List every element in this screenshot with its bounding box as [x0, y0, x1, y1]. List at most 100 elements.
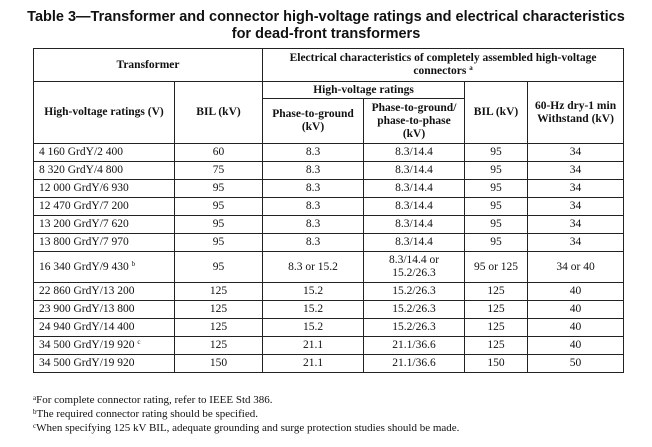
cell-hv-rating: 4 160 GrdY/2 400 — [33, 143, 175, 162]
cell-hv-rating: 24 940 GrdY/14 400 — [33, 318, 175, 337]
cell-phase-to-phase: 8.3/14.4 — [363, 143, 466, 162]
cell-hv-rating: 34 500 GrdY/19 920 c — [33, 336, 175, 355]
cell-connector-bil: 95 — [464, 143, 529, 162]
cell-connector-bil: 125 — [464, 336, 529, 355]
cell-connector-bil: 150 — [464, 354, 529, 373]
cell-withstand: 50 — [527, 354, 625, 373]
cell-phase-to-ground: 15.2 — [262, 300, 365, 319]
table-row: 4 160 GrdY/2 400 60 8.3 8.3/14.4 95 34 — [33, 143, 625, 162]
cell-phase-to-phase: 8.3/14.4 — [363, 179, 466, 198]
cell-hv-rating: 22 860 GrdY/13 200 — [33, 282, 175, 301]
cell-phase-to-ground: 8.3 — [262, 179, 365, 198]
cell-withstand: 40 — [527, 336, 625, 355]
header-connector-bil: BIL (kV) — [464, 81, 529, 144]
cell-phase-to-ground: 8.3 — [262, 215, 365, 234]
cell-connector-bil: 125 — [464, 318, 529, 337]
cell-connector-bil: 125 — [464, 282, 529, 301]
cell-bil: 60 — [173, 143, 264, 162]
cell-phase-to-phase: 8.3/14.4 — [363, 215, 466, 234]
cell-withstand: 34 — [527, 197, 625, 216]
cell-bil: 125 — [173, 282, 264, 301]
cell-hv-rating: 13 200 GrdY/7 620 — [33, 215, 175, 234]
cell-connector-bil: 95 — [464, 197, 529, 216]
table-row: 16 340 GrdY/9 430 b 95 8.3 or 15.2 8.3/1… — [33, 251, 625, 283]
table-title: Table 3—Transformer and connector high-v… — [0, 9, 652, 43]
cell-withstand: 40 — [527, 318, 625, 337]
cell-phase-to-ground: 15.2 — [262, 318, 365, 337]
cell-connector-bil: 95 — [464, 215, 529, 234]
cell-withstand: 40 — [527, 282, 625, 301]
cell-hv-rating: 16 340 GrdY/9 430 b — [33, 251, 175, 283]
table-row: 13 200 GrdY/7 620 95 8.3 8.3/14.4 95 34 — [33, 215, 625, 234]
table-row: 8 320 GrdY/4 800 75 8.3 8.3/14.4 95 34 — [33, 161, 625, 180]
cell-bil: 95 — [173, 179, 264, 198]
cell-phase-to-ground: 15.2 — [262, 282, 365, 301]
header-phase-to-ground: Phase-to-ground (kV) — [262, 98, 365, 144]
footnote-a: aFor complete connector rating, refer to… — [33, 394, 273, 406]
cell-withstand: 34 — [527, 161, 625, 180]
header-withstand: 60-Hz dry-1 min Withstand (kV) — [527, 81, 625, 144]
cell-hv-rating: 8 320 GrdY/4 800 — [33, 161, 175, 180]
cell-connector-bil: 95 or 125 — [464, 251, 529, 283]
cell-bil: 95 — [173, 233, 264, 252]
table-row: 12 470 GrdY/7 200 95 8.3 8.3/14.4 95 34 — [33, 197, 625, 216]
cell-phase-to-phase: 21.1/36.6 — [363, 354, 466, 373]
ratings-table: Transformer Electrical characteristics o… — [32, 48, 625, 373]
cell-bil: 95 — [173, 251, 264, 283]
table-title-line-2: for dead-front transformers — [231, 26, 421, 42]
table-title-line-1: Table 3—Transformer and connector high-v… — [27, 9, 625, 25]
cell-phase-to-phase: 8.3/14.4 — [363, 161, 466, 180]
cell-connector-bil: 95 — [464, 233, 529, 252]
cell-phase-to-ground: 8.3 — [262, 143, 365, 162]
cell-withstand: 40 — [527, 300, 625, 319]
footnote-b: bThe required connector rating should be… — [33, 408, 258, 420]
cell-phase-to-phase: 8.3/14.4 — [363, 233, 466, 252]
header-phase-to-ground-phase: Phase-to-ground/ phase-to-phase (kV) — [363, 98, 466, 144]
footnote-ref-a: a — [469, 64, 473, 72]
footnotes: aFor complete connector rating, refer to… — [33, 393, 633, 435]
header-hv-ratings-group: High-voltage ratings — [262, 81, 466, 99]
header-connectors: Electrical characteristics of completely… — [262, 48, 625, 82]
cell-bil: 75 — [173, 161, 264, 180]
cell-bil: 95 — [173, 215, 264, 234]
cell-phase-to-ground: 8.3 or 15.2 — [262, 251, 365, 283]
table-row: 34 500 GrdY/19 920 c 125 21.1 21.1/36.6 … — [33, 336, 625, 355]
cell-connector-bil: 125 — [464, 300, 529, 319]
cell-phase-to-phase: 21.1/36.6 — [363, 336, 466, 355]
header-bil: BIL (kV) — [173, 81, 264, 144]
table-row: 34 500 GrdY/19 920 150 21.1 21.1/36.6 15… — [33, 354, 625, 373]
cell-phase-to-ground: 8.3 — [262, 161, 365, 180]
cell-hv-rating: 34 500 GrdY/19 920 — [33, 354, 175, 373]
footnote-ref-c: c — [137, 338, 141, 346]
cell-phase-to-phase: 15.2/26.3 — [363, 300, 466, 319]
cell-bil: 125 — [173, 318, 264, 337]
header-hv-ratings: High-voltage ratings (V) — [33, 81, 175, 144]
cell-withstand: 34 — [527, 143, 625, 162]
table-row: 13 800 GrdY/7 970 95 8.3 8.3/14.4 95 34 — [33, 233, 625, 252]
cell-bil: 150 — [173, 354, 264, 373]
cell-hv-rating: 13 800 GrdY/7 970 — [33, 233, 175, 252]
cell-bil: 95 — [173, 197, 264, 216]
cell-phase-to-ground: 21.1 — [262, 336, 365, 355]
cell-hv-rating: 12 470 GrdY/7 200 — [33, 197, 175, 216]
cell-bil: 125 — [173, 300, 264, 319]
cell-phase-to-phase: 8.3/14.4 — [363, 197, 466, 216]
cell-phase-to-phase: 8.3/14.4 or 15.2/26.3 — [363, 251, 466, 283]
cell-bil: 125 — [173, 336, 264, 355]
cell-phase-to-phase: 15.2/26.3 — [363, 318, 466, 337]
cell-connector-bil: 95 — [464, 161, 529, 180]
cell-phase-to-ground: 21.1 — [262, 354, 365, 373]
cell-phase-to-phase: 15.2/26.3 — [363, 282, 466, 301]
table-row: 12 000 GrdY/6 930 95 8.3 8.3/14.4 95 34 — [33, 179, 625, 198]
cell-withstand: 34 — [527, 179, 625, 198]
footnote-c: cWhen specifying 125 kV BIL, adequate gr… — [33, 422, 460, 434]
cell-withstand: 34 — [527, 215, 625, 234]
cell-withstand: 34 — [527, 233, 625, 252]
table-row: 24 940 GrdY/14 400 125 15.2 15.2/26.3 12… — [33, 318, 625, 337]
cell-phase-to-ground: 8.3 — [262, 197, 365, 216]
cell-withstand: 34 or 40 — [527, 251, 625, 283]
cell-hv-rating: 23 900 GrdY/13 800 — [33, 300, 175, 319]
cell-connector-bil: 95 — [464, 179, 529, 198]
footnote-ref-b: b — [131, 259, 136, 268]
table-row: 23 900 GrdY/13 800 125 15.2 15.2/26.3 12… — [33, 300, 625, 319]
